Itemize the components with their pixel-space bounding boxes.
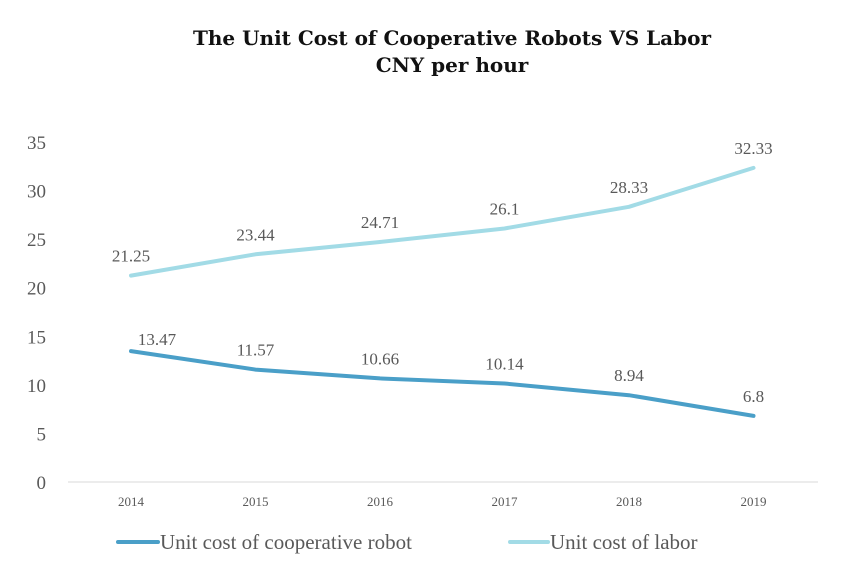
y-tick-label: 0	[37, 473, 47, 494]
legend-label: Unit cost of labor	[550, 530, 698, 554]
data-labels: 13.47 11.57 10.66 10.14 8.94 6.8 21.25 23.44 24.…	[112, 139, 773, 406]
data-label: 24.71	[361, 213, 399, 232]
data-label: 26.1	[490, 199, 520, 218]
chart-title: The Unit Cost of Cooperative Robots VS L…	[193, 26, 711, 50]
y-tick-label: 5	[37, 424, 47, 445]
y-tick-label: 35	[27, 133, 46, 154]
data-label: 10.66	[361, 349, 399, 368]
chart-subtitle: CNY per hour	[376, 53, 529, 77]
y-tick-label: 20	[27, 279, 46, 300]
y-tick-label: 30	[27, 182, 46, 203]
data-label: 6.8	[743, 387, 764, 406]
x-tick-label: 2016	[367, 494, 394, 509]
data-label: 10.14	[485, 354, 524, 373]
x-tick-label: 2019	[741, 494, 767, 509]
x-tick-label: 2015	[243, 494, 269, 509]
data-label: 23.44	[236, 225, 275, 244]
y-tick-label: 10	[27, 376, 46, 397]
y-tick-label: 25	[27, 230, 46, 251]
x-tick-label: 2014	[118, 494, 145, 509]
x-tick-label: 2017	[492, 494, 519, 509]
data-label: 21.25	[112, 247, 150, 266]
data-label: 13.47	[138, 330, 177, 349]
data-label: 11.57	[237, 341, 275, 360]
data-label: 28.33	[610, 178, 648, 197]
y-axis-ticks: 0 5 10 15 20 25 30 35	[27, 133, 46, 494]
series-line-labor	[129, 165, 756, 278]
series-lines	[129, 165, 756, 418]
series-line-robot	[129, 349, 756, 418]
legend-label: Unit cost of cooperative robot	[160, 530, 412, 554]
x-axis-ticks: 2014 2015 2016 2017 2018 2019	[118, 494, 767, 509]
legend: Unit cost of cooperative robot Unit cost …	[116, 530, 698, 554]
x-tick-label: 2018	[616, 494, 642, 509]
data-label: 8.94	[614, 366, 644, 385]
data-label: 32.33	[734, 139, 772, 158]
y-tick-label: 15	[27, 327, 46, 348]
